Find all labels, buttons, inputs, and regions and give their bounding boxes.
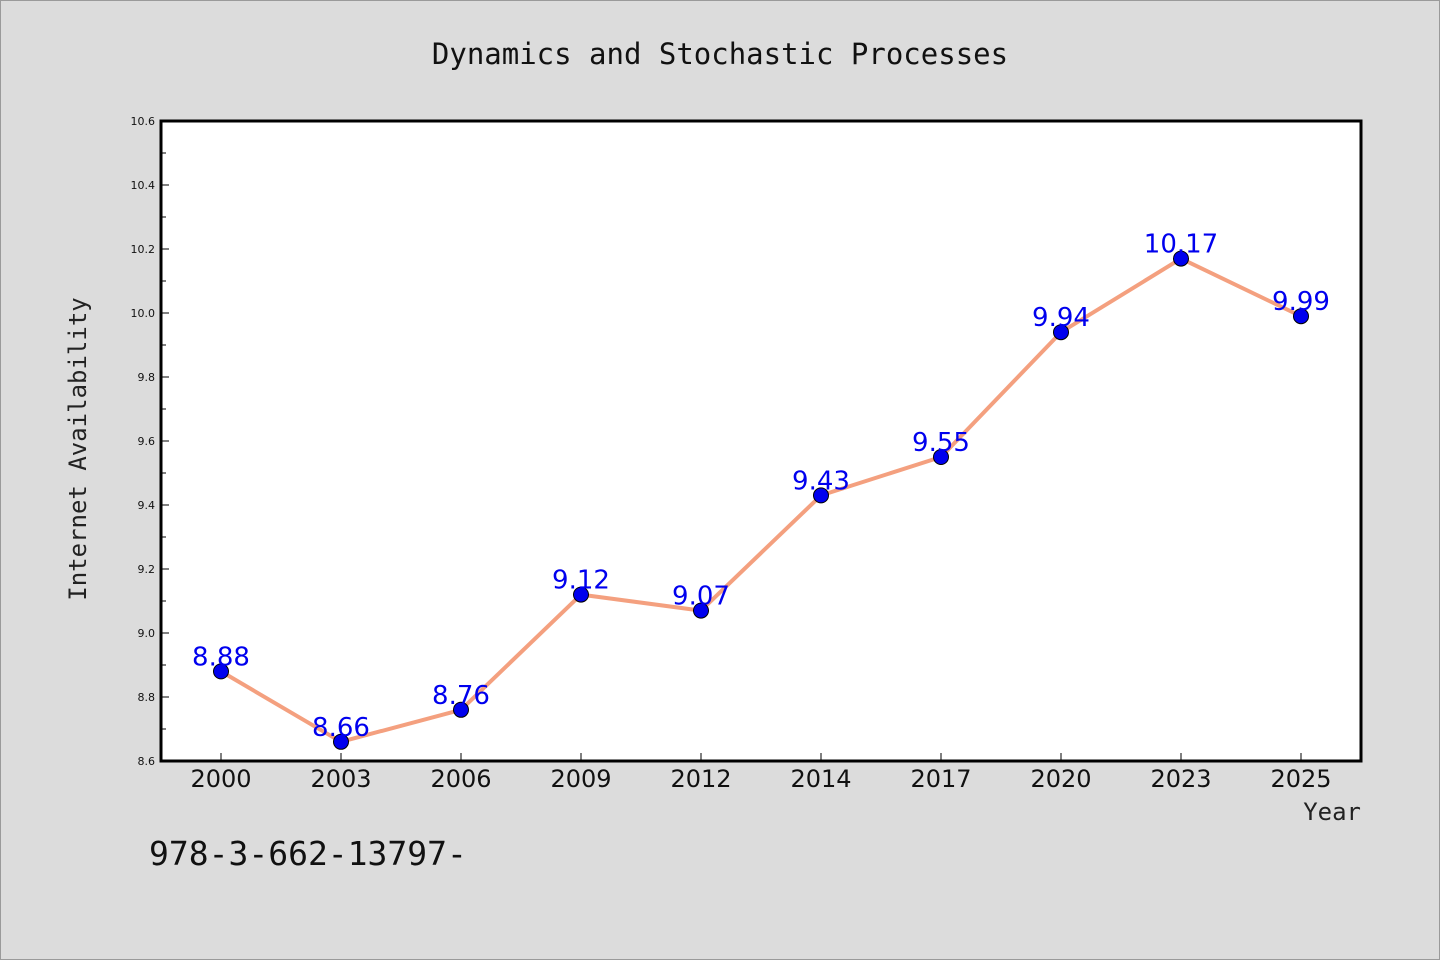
data-point <box>213 663 229 680</box>
footer-text: 978-3-662-13797- <box>149 834 467 873</box>
y-tick-label: 8.8 <box>138 691 156 704</box>
data-point <box>813 487 829 504</box>
x-tick-label: 2006 <box>430 765 491 793</box>
y-tick-label: 9.8 <box>138 371 156 384</box>
y-tick-label: 8.6 <box>138 755 156 768</box>
data-label: 8.66 <box>312 713 370 743</box>
data-point <box>933 449 949 465</box>
y-tick-label: 10.2 <box>131 243 156 256</box>
data-label: 8.88 <box>192 642 250 672</box>
data-point <box>1293 308 1309 325</box>
y-tick-label: 10.4 <box>131 179 156 192</box>
x-tick-label: 2020 <box>1030 765 1091 793</box>
series-line <box>219 256 1302 744</box>
x-axis-label: Year <box>1303 798 1361 826</box>
y-axis: 8.6 8.8 9.0 9.2 9.4 9.6 9.8 10.0 10.2 10.4 10.6 <box>131 115 169 768</box>
x-tick-label: 2014 <box>790 765 851 793</box>
data-label: 9.94 <box>1032 303 1090 333</box>
chart-title: Dynamics and Stochastic Processes <box>432 37 1008 71</box>
x-tick-label: 2025 <box>1270 765 1331 793</box>
data-point <box>573 586 589 603</box>
data-label: 9.99 <box>1272 287 1330 317</box>
y-tick-label: 9.0 <box>138 627 156 640</box>
x-axis: 2000 2003 2006 2009 2012 2014 2017 2020 2023 2025 <box>190 753 1332 793</box>
data-label: 8.76 <box>432 681 490 711</box>
y-tick-label: 9.2 <box>138 563 156 576</box>
x-tick-label: 2012 <box>670 765 731 793</box>
data-labels: 8.88 8.66 8.76 9.12 9.07 9.43 9.55 9.94 10.17 9.9… <box>192 230 1330 743</box>
data-label: 9.07 <box>672 582 730 612</box>
plot-area <box>159 119 1363 763</box>
x-tick-label: 2009 <box>550 765 611 793</box>
data-point <box>693 602 709 619</box>
y-tick-label: 10.6 <box>131 115 156 128</box>
data-point <box>453 701 469 718</box>
data-label: 9.43 <box>792 466 850 496</box>
data-point <box>1173 250 1189 267</box>
y-axis-label: Internet Availability <box>64 297 92 600</box>
x-tick-label: 2003 <box>310 765 371 793</box>
data-label: 10.17 <box>1144 230 1218 260</box>
data-series <box>213 250 1309 750</box>
x-tick-label: 2017 <box>910 765 971 793</box>
data-point <box>333 733 349 750</box>
y-tick-label: 9.4 <box>138 499 156 512</box>
y-tick-label: 9.6 <box>138 435 156 448</box>
y-tick-label: 10.0 <box>131 307 156 320</box>
x-tick-label: 2023 <box>1150 765 1211 793</box>
data-point <box>1053 324 1069 341</box>
data-label: 9.55 <box>912 428 970 458</box>
data-label: 9.12 <box>552 566 610 596</box>
x-tick-label: 2000 <box>190 765 251 793</box>
